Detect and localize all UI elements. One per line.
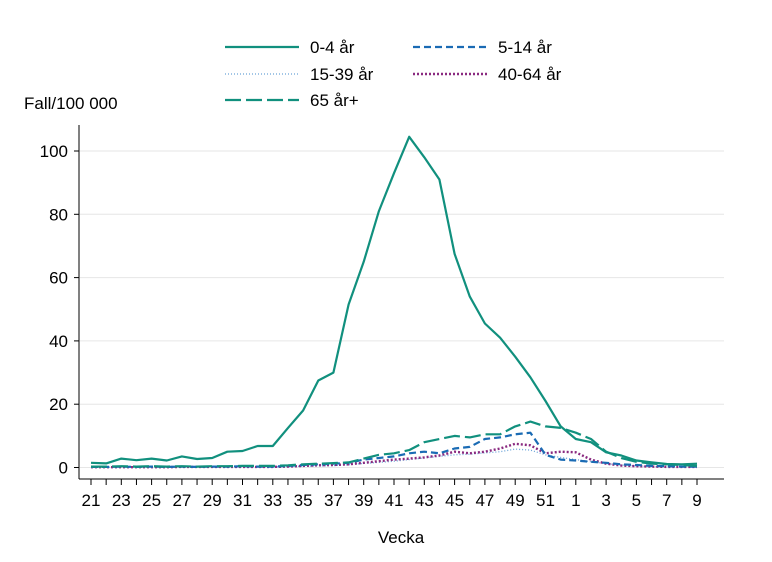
x-axis-label: Vecka	[378, 528, 425, 547]
legend-label: 0-4 år	[310, 38, 355, 57]
x-tick-label: 41	[385, 491, 404, 510]
y-tick-label: 0	[59, 459, 68, 478]
x-tick-label: 9	[692, 491, 701, 510]
y-axis-label: Fall/100 000	[24, 94, 118, 113]
x-tick-label: 1	[571, 491, 580, 510]
x-axis-ticks: 21 23 25 27 29 31 33 35 37 39 41 43 45 47 49 51 1 3 5 7 9	[82, 479, 702, 510]
y-tick-label: 20	[49, 395, 68, 414]
x-tick-label: 47	[475, 491, 494, 510]
legend-label: 5-14 år	[498, 38, 552, 57]
x-tick-label: 3	[601, 491, 610, 510]
x-tick-label: 37	[324, 491, 343, 510]
x-tick-label: 43	[415, 491, 434, 510]
y-axis-ticks: 0 20 40 60 80 100	[40, 142, 79, 478]
x-tick-label: 25	[142, 491, 161, 510]
series-line-5-14-r	[91, 431, 697, 468]
x-tick-label: 21	[82, 491, 101, 510]
y-tick-label: 40	[49, 332, 68, 351]
gridlines	[80, 150, 724, 468]
x-tick-label: 39	[354, 491, 373, 510]
series-line-0-4-r	[90, 135, 698, 466]
x-tick-label: 23	[112, 491, 131, 510]
axes	[78, 125, 724, 480]
x-tick-label: 35	[294, 491, 313, 510]
x-tick-label: 27	[172, 491, 191, 510]
x-tick-label: 31	[233, 491, 252, 510]
y-tick-label: 60	[49, 269, 68, 288]
series-lines	[90, 135, 698, 469]
x-tick-label: 45	[445, 491, 464, 510]
legend-label: 15-39 år	[310, 65, 374, 84]
x-tick-label: 51	[536, 491, 555, 510]
x-tick-label: 5	[632, 491, 641, 510]
x-tick-label: 33	[263, 491, 282, 510]
legend-label: 65 år+	[310, 91, 359, 110]
x-tick-label: 29	[203, 491, 222, 510]
y-tick-label: 80	[49, 205, 68, 224]
x-tick-label: 49	[506, 491, 525, 510]
legend: 0-4 år 5-14 år 15-39 år 40-64 år 65 år+	[225, 38, 562, 110]
series-line-65-r	[91, 420, 698, 468]
y-tick-label: 100	[40, 142, 68, 161]
legend-label: 40-64 år	[498, 65, 562, 84]
x-tick-label: 7	[662, 491, 671, 510]
